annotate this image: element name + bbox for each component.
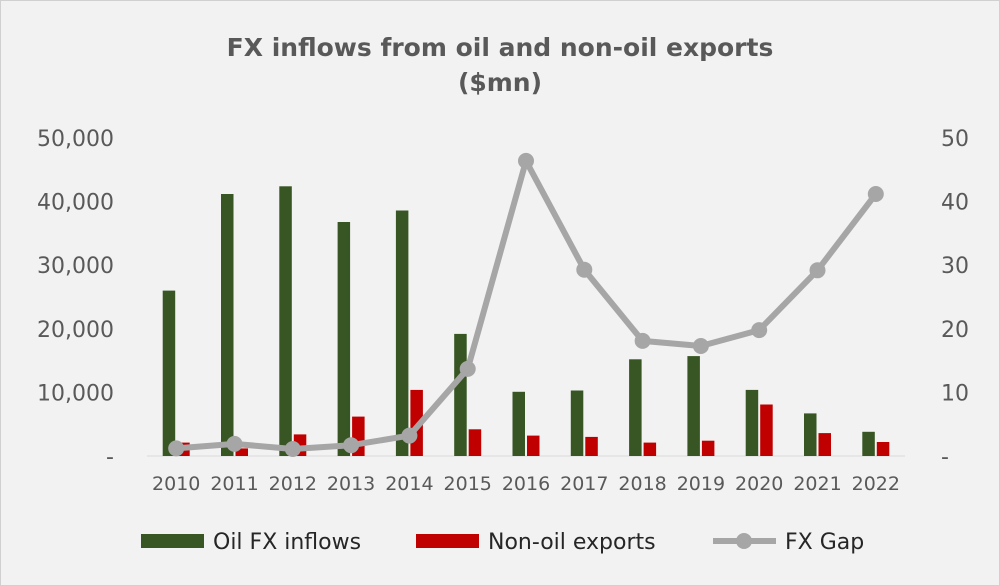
non-oil-bar-2021 — [818, 433, 831, 456]
non-oil-bar-2016 — [527, 435, 540, 456]
oil-fx-bar-2017 — [570, 390, 584, 456]
fx-gap-point-2018 — [634, 332, 651, 349]
x-tick-label: 2019 — [677, 473, 725, 495]
non-oil-bar-2020 — [760, 404, 773, 456]
legend-non-oil-swatch — [416, 534, 479, 548]
chart-title-line-2: ($mn) — [458, 68, 542, 97]
oil-fx-bar-2014 — [395, 210, 409, 456]
x-tick-label: 2015 — [444, 473, 492, 495]
bars-layer — [162, 186, 890, 457]
y-left-tick-label: 40,000 — [37, 191, 114, 216]
fx-gap-point-2010 — [168, 440, 185, 457]
x-tick-label: 2022 — [852, 473, 900, 495]
x-tick-label: 2014 — [385, 473, 433, 495]
y-right-tick-label: - — [941, 445, 949, 470]
non-oil-bar-2017 — [585, 436, 598, 456]
legend-fx-gap-swatch-marker — [736, 533, 752, 549]
fx-gap-point-2011 — [226, 435, 243, 452]
non-oil-bar-2018 — [643, 442, 657, 456]
oil-fx-bar-2022 — [862, 431, 875, 456]
x-tick-label: 2021 — [793, 473, 841, 495]
axis-labels: - 10,000 20,000 30,000 40,000 50,000 - 10 20 30 40… — [37, 127, 969, 495]
y-left-tick-label: 30,000 — [37, 254, 114, 279]
fx-gap-point-2012 — [284, 441, 301, 457]
y-left-tick-label: 50,000 — [37, 127, 114, 152]
legend-oil-fx-swatch — [141, 534, 204, 548]
fx-gap-point-2022 — [867, 186, 884, 202]
fx-gap-point-2017 — [576, 261, 593, 278]
y-right-tick-label: 10 — [941, 381, 969, 406]
chart-title-line-1: FX inflows from oil and non-oil exports — [227, 33, 774, 62]
fx-gap-line-layer — [168, 152, 884, 457]
y-left-tick-label: - — [106, 445, 114, 470]
x-tick-label: 2013 — [327, 473, 375, 495]
x-tick-label: 2018 — [618, 473, 666, 495]
y-right-tick-label: 40 — [941, 191, 969, 216]
y-left-tick-label: 10,000 — [37, 381, 114, 406]
non-oil-bar-2019 — [701, 440, 715, 456]
y-right-tick-label: 20 — [941, 318, 969, 343]
y-left-tick-label: 20,000 — [37, 318, 114, 343]
fx-gap-point-2015 — [459, 360, 476, 377]
x-tick-label: 2020 — [735, 473, 783, 495]
y-right-tick-label: 50 — [941, 127, 969, 152]
oil-fx-bar-2016 — [512, 391, 525, 456]
x-tick-label: 2011 — [210, 473, 258, 495]
x-tick-label: 2017 — [560, 473, 608, 495]
legend-oil-fx-label: Oil FX inflows — [213, 530, 361, 555]
oil-fx-bar-2019 — [687, 356, 700, 456]
x-tick-label: 2016 — [502, 473, 550, 495]
non-oil-bar-2015 — [468, 429, 482, 456]
oil-fx-bar-2018 — [629, 359, 642, 456]
oil-fx-bar-2020 — [745, 389, 759, 456]
fx-gap-point-2021 — [809, 262, 826, 279]
x-tick-label: 2012 — [269, 473, 317, 495]
oil-fx-bar-2013 — [337, 222, 351, 456]
non-oil-bar-2011 — [235, 448, 248, 456]
fx-gap-point-2016 — [518, 152, 534, 169]
oil-fx-bar-2015 — [454, 333, 467, 456]
fx-gap-point-2013 — [343, 437, 360, 454]
fx-gap-point-2014 — [401, 427, 418, 444]
x-tick-label: 2010 — [152, 473, 200, 495]
y-right-tick-label: 30 — [941, 254, 969, 279]
oil-fx-bar-2011 — [221, 194, 234, 456]
fx-gap-point-2020 — [751, 322, 768, 339]
legend-non-oil-label: Non-oil exports — [488, 530, 656, 555]
legend: Oil FX inflows Non-oil exports FX Gap — [141, 530, 864, 555]
non-oil-bar-2022 — [876, 442, 890, 456]
oil-fx-bar-2012 — [279, 186, 292, 457]
oil-fx-bar-2010 — [162, 290, 176, 456]
legend-fx-gap-label: FX Gap — [785, 530, 864, 555]
oil-fx-bar-2021 — [804, 413, 817, 456]
fx-gap-point-2019 — [692, 338, 709, 354]
